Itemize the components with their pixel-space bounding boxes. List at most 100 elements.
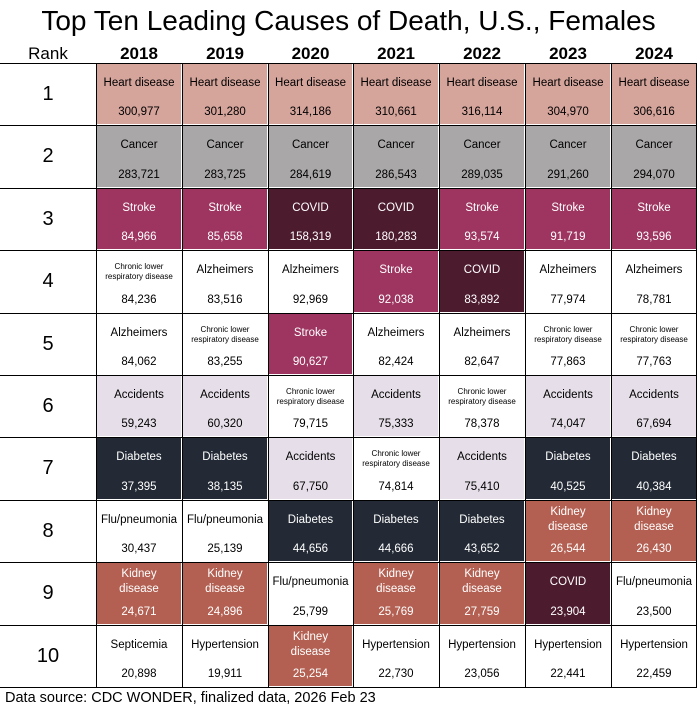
death-count: 301,280 [204,106,246,118]
chart-title: Top Ten Leading Causes of Death, U.S., F… [41,5,656,36]
year-header-2021: 2021 [377,44,415,63]
row-divider [0,375,697,376]
cause-cell-cancer: Cancer 283,725 [182,125,268,188]
cause-label: Alzheimers [367,327,425,339]
cause-label: Chronic lower respiratory disease [276,387,345,406]
death-count: 23,500 [636,606,672,618]
cause-label: Hypertension [534,639,602,651]
cause-cell-alzheimers: Alzheimers 92,969 [268,250,353,313]
column-divider [268,63,269,687]
cause-cell-diabetes: Diabetes 44,666 [353,500,439,562]
cause-label: Flu/pneumonia [615,576,693,588]
cause-label: Heart disease [618,77,690,89]
cause-label: Kidney disease [634,506,674,533]
cause-cell-chronic-lower-respiratory-disease: Chronic lower respiratory disease 78,378 [439,375,525,437]
cause-label: Accidents [371,389,421,401]
cause-label: Heart disease [103,77,175,89]
death-count: 44,656 [292,543,329,555]
cause-label: Septicemia [110,639,168,651]
cause-label: Stroke [122,202,156,214]
cause-label: Kidney disease [548,506,588,533]
data-source-note: Data source: CDC WONDER, finalized data,… [5,690,376,706]
death-count: 316,114 [461,106,503,118]
cause-label: Kidney disease [205,568,245,595]
cause-label: Cancer [120,139,158,151]
cause-cell-diabetes: Diabetes 37,395 [96,437,182,500]
column-divider [439,63,440,687]
death-count: 92,969 [292,294,329,306]
cause-cell-covid: COVID 83,892 [439,250,525,313]
row-divider [0,250,697,251]
death-count: 78,781 [636,294,672,306]
death-count: 75,333 [378,418,414,430]
cause-cell-accidents: Accidents 67,750 [268,437,353,500]
cause-cell-cancer: Cancer 286,543 [353,125,439,188]
rank-label: 3 [42,208,54,230]
death-count: 82,424 [378,356,414,368]
death-count: 22,441 [550,668,586,680]
death-count: 289,035 [461,169,503,181]
death-count: 85,658 [207,231,243,243]
cause-cell-stroke: Stroke 92,038 [353,250,439,313]
death-count: 24,896 [207,606,243,618]
cause-cell-chronic-lower-respiratory-disease: Chronic lower respiratory disease 84,236 [96,250,182,313]
cause-label: Hypertension [362,639,430,651]
cause-cell-covid: COVID 180,283 [353,188,439,250]
death-count: 30,437 [121,543,157,555]
cause-label: Alzheimers [539,264,597,276]
cause-label: Diabetes [202,451,248,463]
death-count: 25,799 [292,606,329,618]
rank-label: 10 [36,645,60,667]
death-count: 25,254 [292,668,329,680]
cause-cell-septicemia: Septicemia 20,898 [96,625,182,687]
year-header-2024: 2024 [635,44,673,63]
cause-cell-hypertension: Hypertension 22,459 [611,625,697,687]
death-count: 19,911 [207,668,243,680]
cause-cell-flu-pneumonia: Flu/pneumonia 25,139 [182,500,268,562]
cause-label: Diabetes [287,514,334,526]
cause-cell-kidney-disease: Kidney disease 25,769 [353,562,439,625]
death-count: 84,062 [121,356,157,368]
death-count: 77,863 [550,356,586,368]
death-count: 83,516 [207,294,243,306]
rank-label: 7 [42,457,54,479]
cause-cell-stroke: Stroke 93,574 [439,188,525,250]
row-divider [0,313,697,314]
cause-cell-kidney-disease: Kidney disease 25,254 [268,625,353,687]
cause-cell-heart-disease: Heart disease 310,661 [353,63,439,125]
cause-cell-flu-pneumonia: Flu/pneumonia 25,799 [268,562,353,625]
cause-cell-stroke: Stroke 90,627 [268,313,353,375]
death-count: 93,596 [636,231,672,243]
cause-cell-chronic-lower-respiratory-disease: Chronic lower respiratory disease 79,715 [268,375,353,437]
rank-label: 9 [42,582,54,604]
cause-label: Flu/pneumonia [100,514,178,526]
cause-cell-cancer: Cancer 284,619 [268,125,353,188]
cause-label: Diabetes [459,514,505,526]
cause-label: Chronic lower respiratory disease [620,325,688,344]
column-divider [353,63,354,687]
cause-cell-kidney-disease: Kidney disease 27,759 [439,562,525,625]
death-count: 286,543 [375,169,417,181]
cause-cell-accidents: Accidents 60,320 [182,375,268,437]
cause-label: Heart disease [189,77,261,89]
cause-label: Heart disease [446,77,518,89]
death-count: 26,430 [636,543,672,555]
cause-label: Hypertension [191,639,259,651]
death-count: 26,544 [550,543,586,555]
cause-label: Heart disease [532,77,604,89]
cause-cell-kidney-disease: Kidney disease 26,430 [611,500,697,562]
cause-label: Hypertension [620,639,688,651]
cause-label: Alzheimers [282,264,339,276]
cause-cell-covid: COVID 158,319 [268,188,353,250]
cause-label: Accidents [200,389,250,401]
cause-cell-accidents: Accidents 75,410 [439,437,525,500]
death-count: 294,070 [633,169,675,181]
row-divider [0,188,697,189]
death-count: 90,627 [292,356,329,368]
cause-label: Flu/pneumonia [272,576,349,588]
cause-label: Flu/pneumonia [186,514,264,526]
column-divider [182,63,183,687]
cause-label: Kidney disease [462,568,502,595]
cause-label: Cancer [549,139,587,151]
death-count: 37,395 [121,481,157,493]
